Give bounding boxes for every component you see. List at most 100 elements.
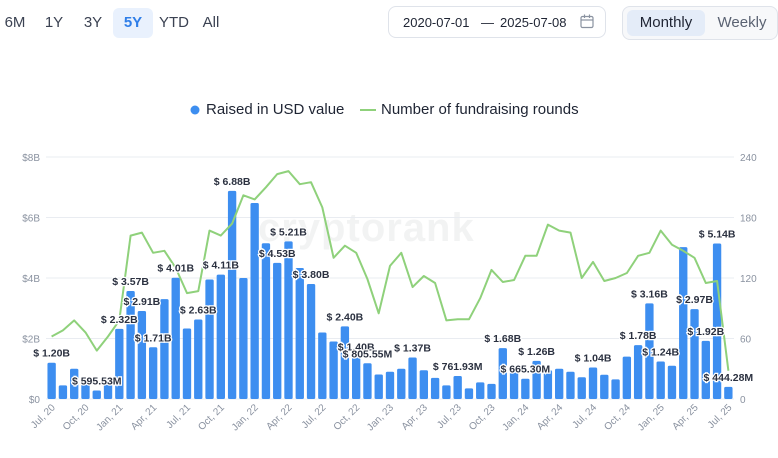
y-right-tick-label: 0 [740, 395, 746, 406]
data-label: $ 5.14B [699, 229, 736, 241]
bar-42 [521, 378, 530, 399]
bar-52 [633, 345, 643, 399]
data-label: $ 665.30M [501, 364, 551, 376]
bar-0 [47, 362, 56, 399]
data-label: $ 761.93M [433, 361, 483, 373]
data-label: $ 805.55M [343, 348, 393, 360]
bar-51 [622, 356, 632, 399]
bar-24 [318, 332, 327, 399]
y-right-tick-label: 120 [740, 274, 757, 285]
bar-3 [81, 377, 90, 399]
data-label: $ 1.68B [484, 333, 521, 345]
bar-26 [340, 326, 350, 399]
bar-7 [126, 291, 135, 399]
x-tick-label: Jan, 24 [500, 402, 531, 433]
bar-20 [273, 262, 282, 399]
bar-35 [442, 385, 451, 399]
x-tick-label: Apr, 22 [264, 402, 294, 432]
range-button-6m[interactable]: 6M [4, 14, 26, 31]
range-button-3y[interactable]: 3Y [83, 14, 103, 31]
bar-1 [58, 385, 68, 399]
data-label: $ 3.57B [112, 276, 149, 288]
y-left-tick-label: $6B [22, 214, 40, 225]
data-label: $ 595.53M [72, 376, 122, 388]
toolbar: 6M 1Y 3Y 5Y YTD All 2020-07-01 — 2025-07-08 M… [0, 0, 778, 46]
data-label: $ 5.21B [270, 226, 307, 238]
bar-43 [532, 360, 541, 399]
bar-22 [295, 268, 304, 399]
data-label: $ 1.20B [33, 348, 70, 360]
y-left-tick-label: $0 [29, 395, 41, 406]
bar-57 [690, 309, 699, 399]
x-tick-label: Apr, 24 [535, 402, 565, 432]
bar-54 [656, 361, 665, 399]
bar-17 [239, 278, 248, 399]
data-label: $ 3.16B [631, 288, 668, 300]
data-label: $ 444.28M [704, 372, 754, 384]
bar-10 [160, 299, 169, 399]
bar-6 [115, 328, 124, 399]
data-label: $ 1.40B [338, 342, 375, 354]
x-tick-label: Jul, 25 [706, 402, 735, 431]
bar-56 [679, 247, 688, 399]
bar-23 [306, 284, 316, 399]
x-tick-label: Apr, 25 [670, 402, 700, 432]
bar-39 [487, 383, 496, 399]
x-tick-label: Oct, 23 [467, 402, 498, 433]
legend-label-rounds: Number of fundraising rounds [381, 101, 579, 118]
calendar-icon[interactable] [580, 14, 594, 29]
bar-27 [351, 356, 361, 399]
range-button-1y[interactable]: 1Y [44, 14, 64, 31]
monthly-button[interactable]: Monthly [627, 10, 705, 36]
y-left-tick-label: $8B [22, 153, 40, 164]
date-separator: — [481, 15, 494, 30]
bar-31 [397, 368, 406, 399]
bar-25 [329, 341, 338, 399]
x-tick-label: Jul, 24 [571, 402, 600, 431]
bar-44 [543, 370, 553, 399]
x-tick-label: Jan, 23 [365, 402, 396, 433]
range-button-5y[interactable]: 5Y [113, 8, 153, 38]
bar-58 [701, 340, 710, 399]
data-label: $ 4.53B [259, 248, 296, 260]
bar-60 [724, 386, 733, 399]
legend-dot-icon [190, 105, 200, 115]
x-tick-label: Jan, 22 [230, 402, 261, 433]
y-right-tick-label: 180 [740, 214, 757, 225]
data-label: $ 1.04B [575, 353, 612, 365]
bar-48 [588, 367, 598, 399]
data-label: $ 6.88B [214, 176, 251, 188]
date-range-picker[interactable]: 2020-07-01 — 2025-07-08 [388, 6, 606, 38]
bar-16 [227, 190, 237, 399]
bar-32 [408, 357, 417, 399]
chart-legend: Raised in USD value Number of fundraisin… [0, 101, 778, 123]
data-label: $ 2.97B [676, 294, 713, 306]
legend-line-icon [360, 109, 376, 111]
bar-49 [600, 374, 609, 399]
y-left-tick-label: $2B [22, 335, 40, 346]
bar-21 [284, 241, 293, 399]
data-label: $ 4.11B [203, 260, 240, 272]
date-from: 2020-07-01 [403, 15, 470, 30]
y-right-tick-label: 240 [740, 153, 757, 164]
bar-5 [103, 380, 113, 399]
bar-4 [92, 390, 101, 399]
bar-45 [555, 368, 564, 399]
bar-50 [611, 379, 620, 399]
data-label: $ 3.80B [293, 269, 330, 281]
bar-11 [171, 277, 180, 399]
range-button-all[interactable]: All [202, 14, 220, 31]
x-tick-label: Oct, 21 [196, 402, 227, 433]
x-tick-label: Apr, 23 [400, 402, 430, 432]
range-button-ytd[interactable]: YTD [159, 14, 189, 31]
rounds-line [51, 170, 730, 371]
data-label: $ 1.92B [687, 326, 724, 338]
weekly-button[interactable]: Weekly [717, 14, 767, 31]
y-left-tick-label: $4B [22, 274, 40, 285]
bar-28 [363, 363, 372, 399]
bar-53 [645, 303, 654, 399]
x-tick-label: Apr, 21 [129, 402, 159, 432]
x-tick-label: Oct, 20 [61, 402, 92, 433]
bar-47 [577, 377, 586, 399]
data-label: $ 2.32B [101, 314, 138, 326]
